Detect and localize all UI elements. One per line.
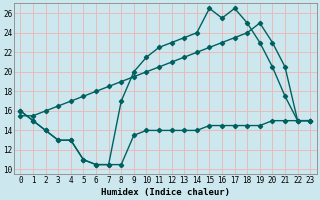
X-axis label: Humidex (Indice chaleur): Humidex (Indice chaleur) bbox=[101, 188, 230, 197]
